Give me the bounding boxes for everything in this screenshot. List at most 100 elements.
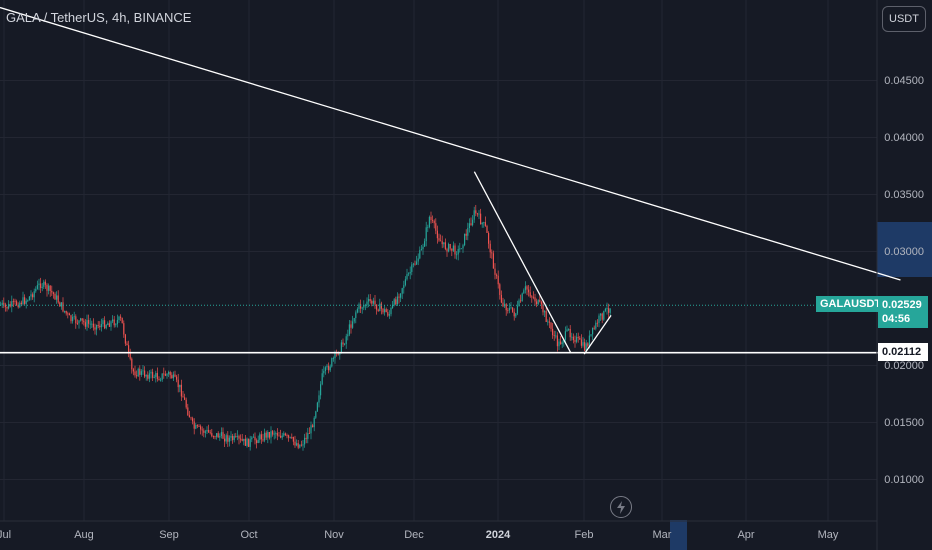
candle-body [262, 439, 264, 441]
candle-body [16, 301, 18, 306]
candle-body [524, 286, 526, 291]
candle-body [252, 436, 254, 438]
candle-body [260, 434, 262, 440]
candle-body [468, 223, 470, 229]
candle-body [198, 426, 200, 427]
candle-body [476, 213, 478, 215]
candle-body [73, 316, 75, 318]
candle-body [214, 436, 216, 437]
candle-body [131, 358, 133, 370]
candle-body [89, 323, 91, 325]
candle-body [243, 438, 245, 441]
support-level-tag: 0.02112 [878, 343, 928, 361]
candle-body [291, 437, 293, 438]
candle-body [299, 444, 301, 448]
candle-body [152, 371, 154, 378]
candle-body [20, 302, 22, 305]
currency-button[interactable]: USDT [882, 6, 926, 32]
candle-body [401, 288, 403, 294]
candle-body [329, 366, 331, 371]
candle-body [171, 375, 173, 379]
candle-body [268, 431, 270, 438]
candle-body [510, 307, 512, 309]
candle-body [204, 431, 206, 433]
candle-body [412, 263, 414, 265]
candle-body [192, 418, 194, 422]
candle-body [179, 384, 181, 388]
candle-body [499, 284, 501, 295]
candle-body [473, 210, 475, 220]
candle-body [371, 300, 373, 304]
candle-body [409, 271, 411, 274]
candle-body [248, 438, 250, 447]
candle-body [22, 297, 24, 305]
lightning-icon[interactable] [610, 496, 632, 518]
candle-body [428, 216, 430, 228]
candle-body [232, 435, 234, 441]
candle-body [305, 437, 307, 439]
candle-body [68, 313, 70, 316]
candle-body [408, 273, 410, 275]
candle-body [560, 341, 562, 345]
time-tick-label: Feb [574, 529, 594, 541]
time-tick-label: Nov [324, 529, 344, 541]
candle-body [115, 324, 117, 326]
candle-body [270, 431, 272, 438]
drawings[interactable] [0, 6, 901, 355]
candle-body [377, 309, 379, 312]
candle-body [67, 313, 69, 315]
candle-body [446, 249, 448, 252]
candle-body [219, 435, 221, 438]
candle-body [105, 325, 107, 329]
candle-body [496, 274, 498, 276]
candle-body [4, 304, 6, 307]
candle-body [60, 302, 62, 307]
candle-body [142, 370, 144, 372]
candle-body [52, 292, 54, 294]
candle-body [43, 281, 45, 287]
candle-body [168, 372, 170, 374]
candle-body [328, 365, 330, 371]
candle-body [318, 395, 320, 403]
candle-body [44, 281, 46, 285]
candle-body [443, 242, 445, 245]
candle-body [300, 444, 302, 446]
candle-body [112, 319, 114, 322]
candle-body [316, 402, 318, 412]
candle-body [585, 343, 587, 351]
candle-body [572, 336, 574, 341]
candle-body [56, 295, 58, 300]
candle-body [267, 431, 269, 438]
candle-body [521, 293, 523, 302]
candle-body [57, 295, 59, 303]
time-tick-label: Jul [0, 529, 12, 541]
candle-body [76, 323, 78, 325]
candle-body [588, 335, 590, 346]
candle-body [315, 411, 317, 418]
candle-body [139, 368, 141, 375]
candle-body [244, 438, 246, 446]
candle-body [150, 371, 152, 374]
candle-body [190, 417, 192, 419]
candle-body [110, 321, 112, 327]
candle-body [484, 222, 486, 226]
candle-body [436, 230, 438, 239]
candle-body [500, 294, 502, 303]
candle-body [129, 351, 131, 359]
candle-body [288, 435, 290, 438]
candle-body [320, 384, 322, 396]
candle-body [459, 248, 461, 250]
candle-body [537, 299, 539, 305]
candle-body [116, 320, 118, 325]
candle-body [8, 304, 10, 309]
candle-body [472, 219, 474, 226]
candle-body [467, 228, 469, 236]
candle-body [113, 319, 115, 326]
candle-body [337, 352, 339, 355]
candle-body [380, 303, 382, 309]
candle-body [38, 283, 40, 286]
candle-body [297, 443, 299, 448]
candle-body [102, 320, 104, 325]
